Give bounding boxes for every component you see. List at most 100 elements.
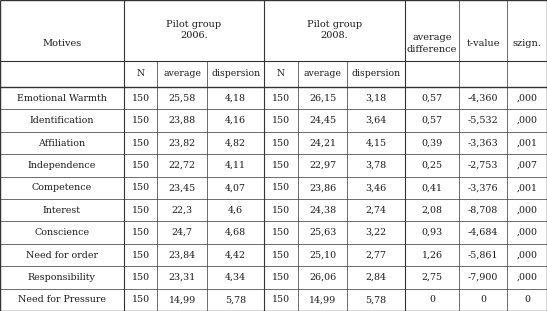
Text: t-value: t-value	[467, 39, 500, 48]
Text: 150: 150	[131, 94, 150, 103]
Text: ,001: ,001	[516, 183, 538, 192]
Text: -5,532: -5,532	[468, 116, 498, 125]
Text: ,001: ,001	[516, 139, 538, 147]
Text: ,000: ,000	[516, 273, 538, 282]
Text: 24,45: 24,45	[309, 116, 336, 125]
Text: 0,41: 0,41	[422, 183, 443, 192]
Text: Competence: Competence	[32, 183, 92, 192]
Text: dispersion: dispersion	[352, 69, 400, 78]
Text: 25,10: 25,10	[309, 251, 336, 259]
Text: Independence: Independence	[28, 161, 96, 170]
Text: 25,58: 25,58	[168, 94, 196, 103]
Text: 23,84: 23,84	[168, 251, 196, 259]
Text: 23,82: 23,82	[168, 139, 196, 147]
Text: 3,78: 3,78	[365, 161, 387, 170]
Text: -8,708: -8,708	[468, 206, 498, 215]
Text: 25,63: 25,63	[309, 228, 336, 237]
Text: 3,64: 3,64	[365, 116, 387, 125]
Text: ,000: ,000	[516, 206, 538, 215]
Text: 150: 150	[131, 183, 150, 192]
Text: 150: 150	[272, 295, 290, 304]
Text: 4,07: 4,07	[225, 183, 246, 192]
Text: 4,6: 4,6	[228, 206, 243, 215]
Text: 3,18: 3,18	[365, 94, 387, 103]
Text: dispersion: dispersion	[211, 69, 260, 78]
Text: ,000: ,000	[516, 251, 538, 259]
Text: 2,75: 2,75	[421, 273, 443, 282]
Text: Pilot group
2006.: Pilot group 2006.	[166, 20, 222, 40]
Text: 150: 150	[131, 116, 150, 125]
Text: -5,861: -5,861	[468, 251, 498, 259]
Text: 5,78: 5,78	[225, 295, 246, 304]
Text: 22,72: 22,72	[168, 161, 196, 170]
Text: 1,26: 1,26	[421, 251, 443, 259]
Text: 150: 150	[131, 251, 150, 259]
Text: 22,3: 22,3	[172, 206, 193, 215]
Text: 0,39: 0,39	[421, 139, 443, 147]
Text: 2,77: 2,77	[365, 251, 387, 259]
Text: 0: 0	[480, 295, 486, 304]
Text: 3,46: 3,46	[365, 183, 387, 192]
Text: Emotional Warmth: Emotional Warmth	[17, 94, 107, 103]
Text: 23,88: 23,88	[168, 116, 196, 125]
Text: 0,57: 0,57	[421, 94, 443, 103]
Text: N: N	[137, 69, 144, 78]
Text: 150: 150	[131, 295, 150, 304]
Text: 150: 150	[272, 251, 290, 259]
Text: -7,900: -7,900	[468, 273, 498, 282]
Text: 150: 150	[131, 228, 150, 237]
Text: 26,06: 26,06	[309, 273, 336, 282]
Text: Need for order: Need for order	[26, 251, 98, 259]
Text: 26,15: 26,15	[309, 94, 336, 103]
Text: 150: 150	[272, 94, 290, 103]
Text: ,000: ,000	[516, 228, 538, 237]
Text: 150: 150	[272, 183, 290, 192]
Text: ,007: ,007	[516, 161, 538, 170]
Text: -2,753: -2,753	[468, 161, 498, 170]
Text: 2,08: 2,08	[422, 206, 443, 215]
Text: ,000: ,000	[516, 94, 538, 103]
Text: Conscience: Conscience	[34, 228, 90, 237]
Text: 150: 150	[272, 161, 290, 170]
Text: 150: 150	[272, 139, 290, 147]
Text: 14,99: 14,99	[309, 295, 336, 304]
Text: 23,86: 23,86	[309, 183, 336, 192]
Text: 4,68: 4,68	[225, 228, 246, 237]
Text: 150: 150	[131, 161, 150, 170]
Text: 150: 150	[272, 228, 290, 237]
Text: N: N	[277, 69, 285, 78]
Text: -3,363: -3,363	[468, 139, 498, 147]
Text: -4,684: -4,684	[468, 228, 498, 237]
Text: 150: 150	[131, 273, 150, 282]
Text: average: average	[304, 69, 342, 78]
Text: Responsibility: Responsibility	[28, 273, 96, 282]
Text: 150: 150	[131, 139, 150, 147]
Text: 150: 150	[131, 206, 150, 215]
Text: Identification: Identification	[30, 116, 94, 125]
Text: 14,99: 14,99	[168, 295, 196, 304]
Text: 24,21: 24,21	[309, 139, 336, 147]
Text: 22,97: 22,97	[309, 161, 336, 170]
Text: 4,18: 4,18	[225, 94, 246, 103]
Text: 0,93: 0,93	[421, 228, 443, 237]
Text: 4,11: 4,11	[225, 161, 246, 170]
Text: 150: 150	[272, 273, 290, 282]
Text: -4,360: -4,360	[468, 94, 498, 103]
Text: szign.: szign.	[513, 39, 542, 48]
Text: 23,31: 23,31	[168, 273, 196, 282]
Text: 4,34: 4,34	[225, 273, 246, 282]
Text: Interest: Interest	[43, 206, 81, 215]
Text: 0,25: 0,25	[421, 161, 443, 170]
Text: 4,42: 4,42	[225, 251, 246, 259]
Text: 5,78: 5,78	[365, 295, 387, 304]
Text: 150: 150	[272, 206, 290, 215]
Text: average
difference: average difference	[407, 34, 457, 53]
Text: Motives: Motives	[42, 39, 82, 48]
Text: 24,38: 24,38	[309, 206, 336, 215]
Text: 150: 150	[272, 116, 290, 125]
Text: 0: 0	[429, 295, 435, 304]
Text: 4,82: 4,82	[225, 139, 246, 147]
Text: 23,45: 23,45	[168, 183, 196, 192]
Text: 3,22: 3,22	[365, 228, 387, 237]
Text: 24,7: 24,7	[172, 228, 193, 237]
